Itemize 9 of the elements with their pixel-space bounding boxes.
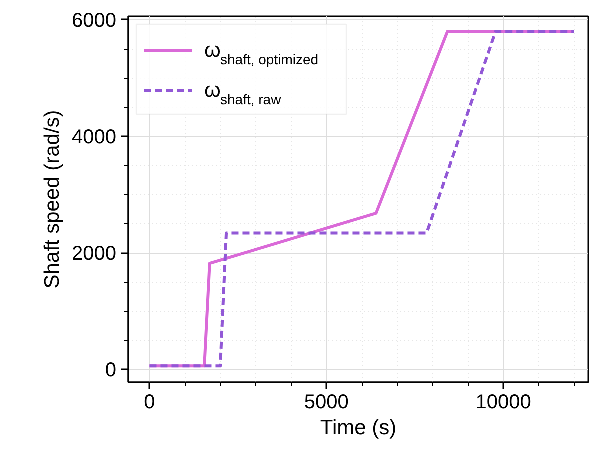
x-tick-label: 0 [144, 392, 156, 414]
y-tick-label: 4000 [72, 126, 117, 149]
x-axis-title: Time (s) [320, 416, 397, 440]
y-tick-label: 0 [105, 360, 116, 382]
x-tick-label: 10000 [476, 392, 532, 414]
y-tick-label: 6000 [72, 10, 117, 32]
y-tick-label: 2000 [72, 243, 117, 266]
y-axis-title: Shaft speed (rad/s) [41, 110, 64, 289]
x-tick-label: 5000 [304, 392, 349, 414]
